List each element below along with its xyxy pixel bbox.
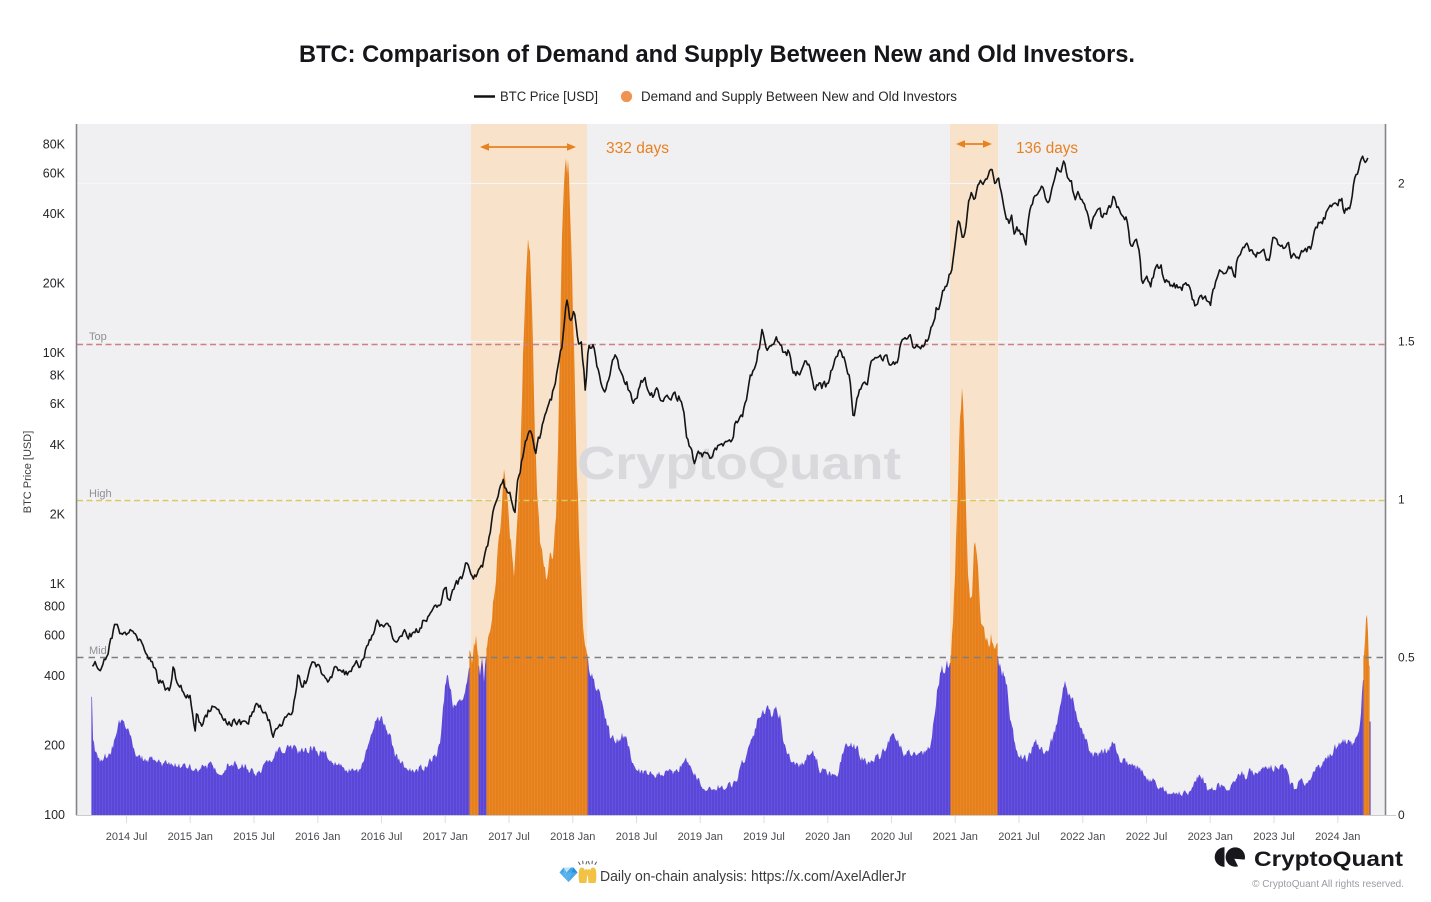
svg-text:100: 100 xyxy=(44,808,65,822)
svg-text:CryptoQuant: CryptoQuant xyxy=(577,437,901,489)
svg-text:2015 Jan: 2015 Jan xyxy=(168,831,213,843)
svg-text:2019 Jul: 2019 Jul xyxy=(743,831,785,843)
svg-text:BTC Price [USD]: BTC Price [USD] xyxy=(500,89,598,104)
svg-text:2016 Jan: 2016 Jan xyxy=(295,831,340,843)
svg-text:BTC Price [USD]: BTC Price [USD] xyxy=(22,431,34,514)
svg-text:2022 Jan: 2022 Jan xyxy=(1060,831,1105,843)
svg-text:2021 Jul: 2021 Jul xyxy=(998,831,1040,843)
svg-text:2017 Jul: 2017 Jul xyxy=(488,831,530,843)
svg-text:Demand and Supply Between New: Demand and Supply Between New and Old In… xyxy=(641,89,957,104)
svg-text:800: 800 xyxy=(44,599,65,613)
svg-text:2022 Jul: 2022 Jul xyxy=(1126,831,1168,843)
svg-text:2018 Jan: 2018 Jan xyxy=(550,831,595,843)
svg-text:40K: 40K xyxy=(43,207,66,221)
svg-text:2024 Jan: 2024 Jan xyxy=(1315,831,1360,843)
svg-text:600: 600 xyxy=(44,628,65,642)
svg-text:2014 Jul: 2014 Jul xyxy=(106,831,148,843)
svg-text:136 days: 136 days xyxy=(1016,140,1078,157)
svg-text:4K: 4K xyxy=(50,438,66,452)
svg-text:8K: 8K xyxy=(50,368,66,382)
svg-text:2019 Jan: 2019 Jan xyxy=(678,831,723,843)
svg-text:2017 Jan: 2017 Jan xyxy=(423,831,468,843)
svg-text:Mid: Mid xyxy=(89,645,107,657)
svg-text:6K: 6K xyxy=(50,397,66,411)
svg-text:200: 200 xyxy=(44,739,65,753)
svg-text:Daily on-chain analysis: https: Daily on-chain analysis: https://x.com/A… xyxy=(600,869,906,885)
svg-text:2016 Jul: 2016 Jul xyxy=(361,831,403,843)
svg-text:60K: 60K xyxy=(43,166,66,180)
svg-text:High: High xyxy=(89,488,112,500)
svg-text:1: 1 xyxy=(1398,493,1405,507)
svg-text:0: 0 xyxy=(1398,808,1405,822)
svg-text:2020 Jul: 2020 Jul xyxy=(871,831,913,843)
svg-text:© CryptoQuant All rights reser: © CryptoQuant All rights reserved. xyxy=(1252,879,1404,890)
svg-text:2023 Jul: 2023 Jul xyxy=(1253,831,1295,843)
svg-text:2021 Jan: 2021 Jan xyxy=(933,831,978,843)
svg-text:20K: 20K xyxy=(43,277,66,291)
svg-text:2015 Jul: 2015 Jul xyxy=(233,831,275,843)
svg-text:400: 400 xyxy=(44,669,65,683)
svg-text:BTC: Comparison of Demand and: BTC: Comparison of Demand and Supply Bet… xyxy=(299,41,1135,68)
svg-text:2023 Jan: 2023 Jan xyxy=(1188,831,1233,843)
svg-text:2K: 2K xyxy=(50,508,66,522)
svg-text:2018 Jul: 2018 Jul xyxy=(616,831,658,843)
svg-text:10K: 10K xyxy=(43,346,66,360)
svg-text:1K: 1K xyxy=(50,577,66,591)
svg-text:CryptoQuant: CryptoQuant xyxy=(1254,847,1403,871)
svg-text:0.5: 0.5 xyxy=(1398,651,1415,665)
svg-text:80K: 80K xyxy=(43,137,66,151)
svg-text:1.5: 1.5 xyxy=(1398,335,1415,349)
svg-text:332 days: 332 days xyxy=(606,140,669,157)
svg-text:Top: Top xyxy=(89,331,107,343)
svg-text:2: 2 xyxy=(1398,177,1405,191)
svg-text:2020 Jan: 2020 Jan xyxy=(805,831,850,843)
